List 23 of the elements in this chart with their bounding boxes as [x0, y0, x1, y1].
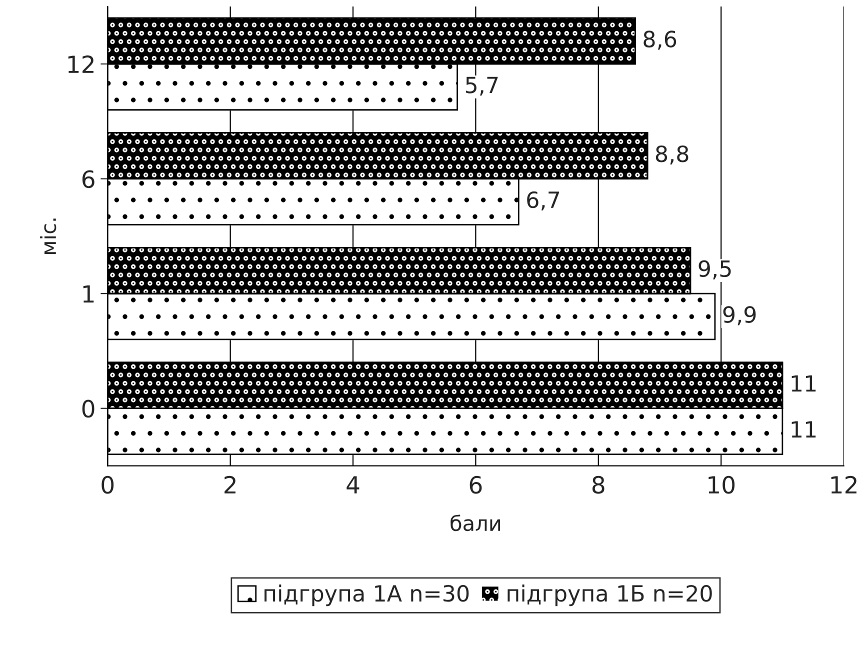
- data-label: 11: [792, 375, 816, 392]
- data-label: 8,6: [644, 30, 676, 50]
- data-label: 5,7: [466, 76, 498, 96]
- y-tick-label: 6: [82, 170, 94, 188]
- x-tick-label: 6: [470, 476, 482, 494]
- x-axis-title: бали: [450, 514, 500, 532]
- data-label: 9,5: [698, 260, 731, 280]
- y-tick-label: 0: [82, 400, 94, 418]
- data-label: 6,7: [527, 191, 560, 210]
- x-tick-label: 2: [224, 476, 236, 494]
- y-tick-label: 12: [68, 55, 94, 73]
- x-tick-label: 0: [102, 476, 114, 494]
- x-tick-label: 8: [592, 476, 604, 494]
- legend-label: підгрупа 1Б n=20: [508, 584, 712, 606]
- x-tick-label: 4: [346, 476, 360, 494]
- y-tick-label: 1: [83, 285, 94, 303]
- x-tick-label: 12: [831, 476, 856, 494]
- legend-label: підгрупа 1А n=30: [264, 584, 469, 606]
- data-label: 9,9: [723, 306, 756, 326]
- y-axis-title: міс.: [40, 218, 56, 254]
- data-label: 11: [792, 421, 816, 438]
- data-label: 8,8: [656, 145, 688, 165]
- x-tick-label: 10: [708, 476, 735, 494]
